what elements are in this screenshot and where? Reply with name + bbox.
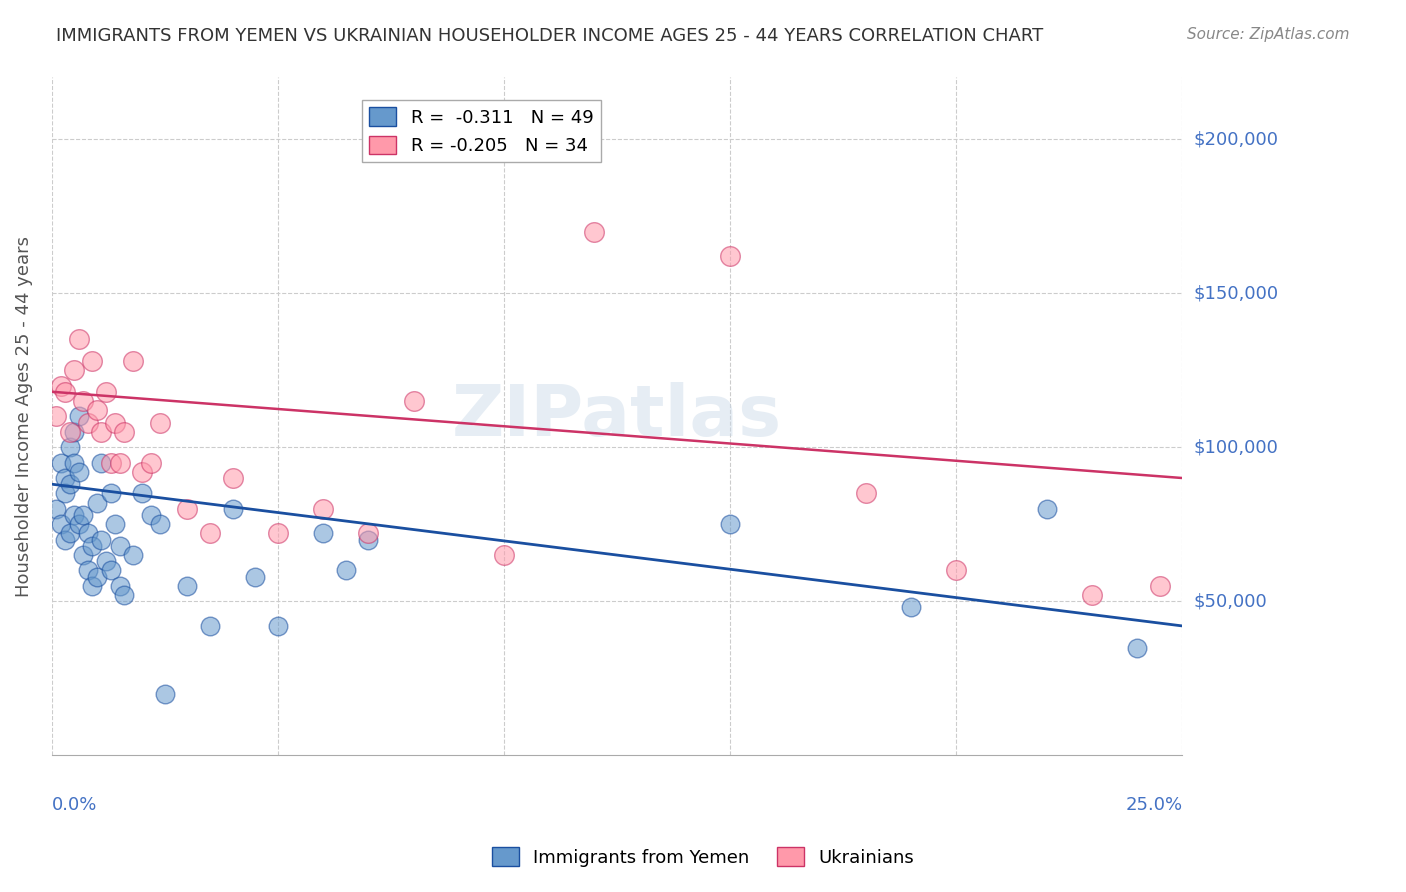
Immigrants from Yemen bbox=[72, 508, 94, 522]
Immigrants from Yemen bbox=[718, 517, 741, 532]
Immigrants from Yemen bbox=[86, 496, 108, 510]
Immigrants from Yemen bbox=[67, 517, 90, 532]
Text: $100,000: $100,000 bbox=[1194, 438, 1278, 456]
Immigrants from Yemen bbox=[312, 526, 335, 541]
Text: 25.0%: 25.0% bbox=[1125, 796, 1182, 814]
Ukrainians bbox=[72, 394, 94, 409]
Ukrainians bbox=[49, 378, 72, 392]
Ukrainians bbox=[357, 526, 380, 541]
Immigrants from Yemen bbox=[149, 517, 172, 532]
Immigrants from Yemen bbox=[82, 579, 104, 593]
Immigrants from Yemen bbox=[77, 526, 100, 541]
Immigrants from Yemen bbox=[245, 569, 267, 583]
Immigrants from Yemen bbox=[131, 486, 153, 500]
Ukrainians bbox=[104, 416, 127, 430]
Text: Source: ZipAtlas.com: Source: ZipAtlas.com bbox=[1187, 27, 1350, 42]
Immigrants from Yemen bbox=[49, 517, 72, 532]
Ukrainians bbox=[45, 409, 67, 424]
Immigrants from Yemen bbox=[335, 564, 357, 578]
Text: ZIPatlas: ZIPatlas bbox=[451, 382, 782, 450]
Ukrainians bbox=[53, 384, 76, 399]
Immigrants from Yemen bbox=[63, 425, 86, 439]
Ukrainians bbox=[945, 564, 967, 578]
Ukrainians bbox=[583, 225, 606, 239]
Immigrants from Yemen bbox=[90, 456, 112, 470]
Immigrants from Yemen bbox=[53, 533, 76, 547]
Ukrainians bbox=[86, 403, 108, 417]
Ukrainians bbox=[718, 249, 741, 263]
Immigrants from Yemen bbox=[112, 588, 135, 602]
Ukrainians bbox=[59, 425, 82, 439]
Ukrainians bbox=[1149, 579, 1171, 593]
Ukrainians bbox=[221, 471, 243, 485]
Text: IMMIGRANTS FROM YEMEN VS UKRAINIAN HOUSEHOLDER INCOME AGES 25 - 44 YEARS CORRELA: IMMIGRANTS FROM YEMEN VS UKRAINIAN HOUSE… bbox=[56, 27, 1043, 45]
Immigrants from Yemen bbox=[1126, 640, 1149, 655]
Ukrainians bbox=[67, 332, 90, 346]
Ukrainians bbox=[855, 486, 877, 500]
Ukrainians bbox=[94, 384, 117, 399]
Immigrants from Yemen bbox=[198, 619, 221, 633]
Immigrants from Yemen bbox=[357, 533, 380, 547]
Text: $150,000: $150,000 bbox=[1194, 285, 1278, 302]
Immigrants from Yemen bbox=[1035, 501, 1057, 516]
Text: $200,000: $200,000 bbox=[1194, 130, 1278, 148]
Ukrainians bbox=[77, 416, 100, 430]
Immigrants from Yemen bbox=[49, 456, 72, 470]
Immigrants from Yemen bbox=[59, 440, 82, 454]
Ukrainians bbox=[100, 456, 122, 470]
Immigrants from Yemen bbox=[63, 508, 86, 522]
Immigrants from Yemen bbox=[82, 539, 104, 553]
Text: $50,000: $50,000 bbox=[1194, 592, 1267, 610]
Y-axis label: Householder Income Ages 25 - 44 years: Householder Income Ages 25 - 44 years bbox=[15, 235, 32, 597]
Text: 0.0%: 0.0% bbox=[52, 796, 97, 814]
Immigrants from Yemen bbox=[77, 564, 100, 578]
Immigrants from Yemen bbox=[221, 501, 243, 516]
Immigrants from Yemen bbox=[100, 564, 122, 578]
Immigrants from Yemen bbox=[53, 471, 76, 485]
Ukrainians bbox=[149, 416, 172, 430]
Ukrainians bbox=[108, 456, 131, 470]
Ukrainians bbox=[63, 363, 86, 377]
Immigrants from Yemen bbox=[108, 539, 131, 553]
Legend: Immigrants from Yemen, Ukrainians: Immigrants from Yemen, Ukrainians bbox=[485, 840, 921, 874]
Immigrants from Yemen bbox=[141, 508, 163, 522]
Ukrainians bbox=[402, 394, 425, 409]
Immigrants from Yemen bbox=[94, 554, 117, 568]
Immigrants from Yemen bbox=[72, 548, 94, 562]
Immigrants from Yemen bbox=[53, 486, 76, 500]
Immigrants from Yemen bbox=[100, 486, 122, 500]
Immigrants from Yemen bbox=[59, 526, 82, 541]
Ukrainians bbox=[1081, 588, 1104, 602]
Ukrainians bbox=[267, 526, 290, 541]
Immigrants from Yemen bbox=[153, 687, 176, 701]
Ukrainians bbox=[90, 425, 112, 439]
Immigrants from Yemen bbox=[108, 579, 131, 593]
Immigrants from Yemen bbox=[900, 600, 922, 615]
Ukrainians bbox=[82, 354, 104, 368]
Legend: R =  -0.311   N = 49, R = -0.205   N = 34: R = -0.311 N = 49, R = -0.205 N = 34 bbox=[361, 100, 600, 162]
Immigrants from Yemen bbox=[63, 456, 86, 470]
Immigrants from Yemen bbox=[176, 579, 198, 593]
Immigrants from Yemen bbox=[45, 501, 67, 516]
Ukrainians bbox=[176, 501, 198, 516]
Immigrants from Yemen bbox=[90, 533, 112, 547]
Ukrainians bbox=[198, 526, 221, 541]
Immigrants from Yemen bbox=[267, 619, 290, 633]
Ukrainians bbox=[141, 456, 163, 470]
Immigrants from Yemen bbox=[67, 465, 90, 479]
Ukrainians bbox=[492, 548, 515, 562]
Immigrants from Yemen bbox=[104, 517, 127, 532]
Ukrainians bbox=[112, 425, 135, 439]
Ukrainians bbox=[312, 501, 335, 516]
Immigrants from Yemen bbox=[59, 477, 82, 491]
Ukrainians bbox=[131, 465, 153, 479]
Immigrants from Yemen bbox=[122, 548, 145, 562]
Ukrainians bbox=[122, 354, 145, 368]
Immigrants from Yemen bbox=[86, 569, 108, 583]
Immigrants from Yemen bbox=[67, 409, 90, 424]
